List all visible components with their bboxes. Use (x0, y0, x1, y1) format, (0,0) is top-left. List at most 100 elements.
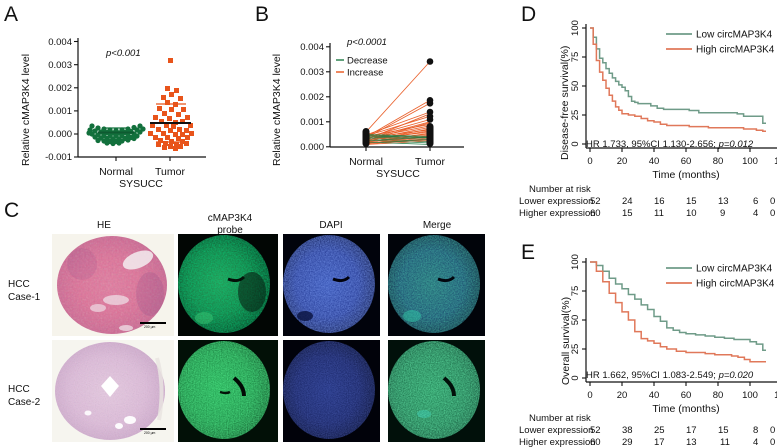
panel-d-risk-row-higher-v6: 0 (770, 208, 776, 219)
panel-d-risk-row-lower-v1: 24 (622, 196, 633, 207)
svg-text:75: 75 (570, 286, 581, 297)
image-probe-case1 (178, 234, 278, 336)
image-merge-case1 (388, 234, 485, 336)
svg-text:40: 40 (649, 156, 660, 167)
svg-text:60: 60 (681, 390, 692, 401)
svg-text:80: 80 (713, 156, 724, 167)
svg-text:0.002: 0.002 (300, 92, 324, 103)
panel-c-row2-label-line1: HCC (8, 384, 30, 395)
panel-e-plot: 100 75 50 25 0 0 20 40 60 (570, 254, 777, 415)
scale-bar (140, 428, 166, 430)
image-probe-case2 (178, 340, 278, 442)
panel-e-letter: E (521, 241, 536, 264)
svg-text:Tumor: Tumor (415, 156, 445, 168)
panel-e-risk-row-higher-v5: 4 (753, 437, 759, 448)
panel-e-risk-row-lower-v1: 38 (622, 425, 633, 436)
panel-d-risk-row-higher-v5: 4 (753, 208, 759, 219)
scale-bar (140, 322, 166, 324)
svg-text:Time (months): Time (months) (652, 169, 719, 181)
svg-text:80: 80 (713, 390, 724, 401)
panel-e-stats-p: p=0.020 (718, 370, 754, 381)
svg-text:0.004: 0.004 (300, 42, 324, 53)
svg-text:Tumor: Tumor (155, 166, 185, 178)
svg-text:0: 0 (587, 156, 592, 167)
svg-text:20: 20 (617, 156, 628, 167)
panel-b-letter: B (255, 3, 270, 26)
panel-d-risk-row-lower-v4: 13 (718, 196, 729, 207)
panel-e-risk-row-higher-v3: 13 (686, 437, 697, 448)
panel-d-risk-row-lower-v0: 52 (590, 196, 601, 207)
svg-text:50: 50 (570, 81, 581, 92)
svg-text:120: 120 (774, 390, 777, 401)
panel-e-risk-row-lower-v5: 8 (753, 425, 759, 436)
image-he-case1: 200 µm (52, 234, 174, 336)
svg-text:120: 120 (774, 156, 777, 167)
panel-d-risk-title: Number at risk (529, 184, 591, 195)
svg-text:0.001: 0.001 (300, 117, 324, 128)
panel-e-risk-row-lower-v3: 17 (686, 425, 697, 436)
svg-text:0: 0 (587, 390, 592, 401)
svg-text:Normal: Normal (349, 156, 383, 168)
panel-d-stats: HR 1.733, 95%CI 1.130-2.656; p=0.012 (586, 140, 753, 150)
panel-c-header-dapi: DAPI (319, 220, 343, 231)
panel-e-risk-row-higher-v2: 17 (654, 437, 665, 448)
panel-c-row1-label-line2: Case-1 (8, 292, 41, 303)
svg-text:Decrease: Decrease (347, 56, 388, 67)
svg-text:20: 20 (617, 390, 628, 401)
svg-text:0.000: 0.000 (48, 129, 72, 140)
image-merge-case2 (388, 340, 485, 442)
panel-d-stats-hr: HR 1.733, 95%CI 1.130-2.656; (586, 139, 716, 150)
svg-text:50: 50 (570, 315, 581, 326)
panel-e-risk-row-lower-v4: 15 (718, 425, 729, 436)
svg-text:0: 0 (570, 375, 581, 380)
svg-text:0.003: 0.003 (48, 60, 72, 71)
panel-e-risk-row-higher-v6: 0 (770, 437, 776, 448)
panel-d-stats-p: p=0.012 (718, 139, 754, 150)
svg-text:Low circMAP3K4: Low circMAP3K4 (696, 30, 773, 41)
panel-e-risk-row-higher-label: Higher expression (519, 437, 596, 448)
svg-text:0.001: 0.001 (48, 106, 72, 117)
svg-text:SYSUCC: SYSUCC (376, 168, 420, 180)
svg-text:25: 25 (570, 110, 581, 121)
svg-text:SYSUCC: SYSUCC (119, 178, 163, 188)
svg-text:Normal: Normal (99, 166, 133, 178)
svg-text:-0.001: -0.001 (45, 152, 72, 163)
panel-c-header-merge: Merge (422, 220, 452, 231)
image-dapi-case1 (283, 234, 380, 336)
panel-c-header-probe-line1: cMAP3K4 (207, 213, 253, 224)
panel-e-stats: HR 1.662, 95%CI 1.083-2.549; p=0.020 (586, 371, 753, 381)
panel-c-letter: C (4, 199, 20, 222)
panel-c-row1-label-line1: HCC (8, 279, 30, 290)
panel-d-risk-row-lower-v2: 16 (654, 196, 665, 207)
panel-e-stats-hr: HR 1.662, 95%CI 1.083-2.549; (586, 370, 716, 381)
svg-text:100: 100 (570, 254, 581, 270)
panel-b-pvalue: p<0.0001 (347, 37, 387, 48)
panel-d-risk-row-lower-v6: 0 (770, 196, 776, 207)
panel-a-plot: 0.004 0.003 0.002 0.001 0.000 -0.001 (45, 37, 206, 188)
panel-e-risk-row-lower-v2: 25 (654, 425, 665, 436)
panel-c-row2-label-line2: Case-2 (8, 397, 41, 408)
svg-text:75: 75 (570, 52, 581, 63)
panel-d-letter: D (521, 3, 537, 26)
svg-text:25: 25 (570, 344, 581, 355)
panel-d-risk-row-higher-v1: 15 (622, 208, 633, 219)
svg-text:100: 100 (570, 20, 581, 36)
panel-d-risk-row-higher-v2: 11 (654, 208, 664, 219)
panel-d-risk-row-lower-v5: 6 (753, 196, 759, 207)
svg-text:Time (months): Time (months) (652, 403, 719, 415)
svg-text:0.004: 0.004 (48, 37, 72, 48)
svg-text:High circMAP3K4: High circMAP3K4 (696, 279, 775, 290)
panel-d-plot: 100 75 50 25 0 0 20 40 (570, 20, 777, 181)
svg-text:100: 100 (742, 390, 758, 401)
svg-text:0.002: 0.002 (48, 83, 72, 94)
panel-a-letter: A (4, 3, 19, 26)
panel-d-risk-row-higher-v3: 10 (686, 208, 697, 219)
panel-e-risk-title: Number at risk (529, 413, 591, 424)
image-dapi-case2 (283, 340, 380, 442)
svg-text:0.000: 0.000 (300, 142, 324, 153)
panel-e-risk-row-lower-v6: 0 (770, 425, 776, 436)
svg-text:100: 100 (742, 156, 758, 167)
panel-e-risk-row-lower-v0: 52 (590, 425, 601, 436)
svg-text:Increase: Increase (347, 68, 383, 79)
